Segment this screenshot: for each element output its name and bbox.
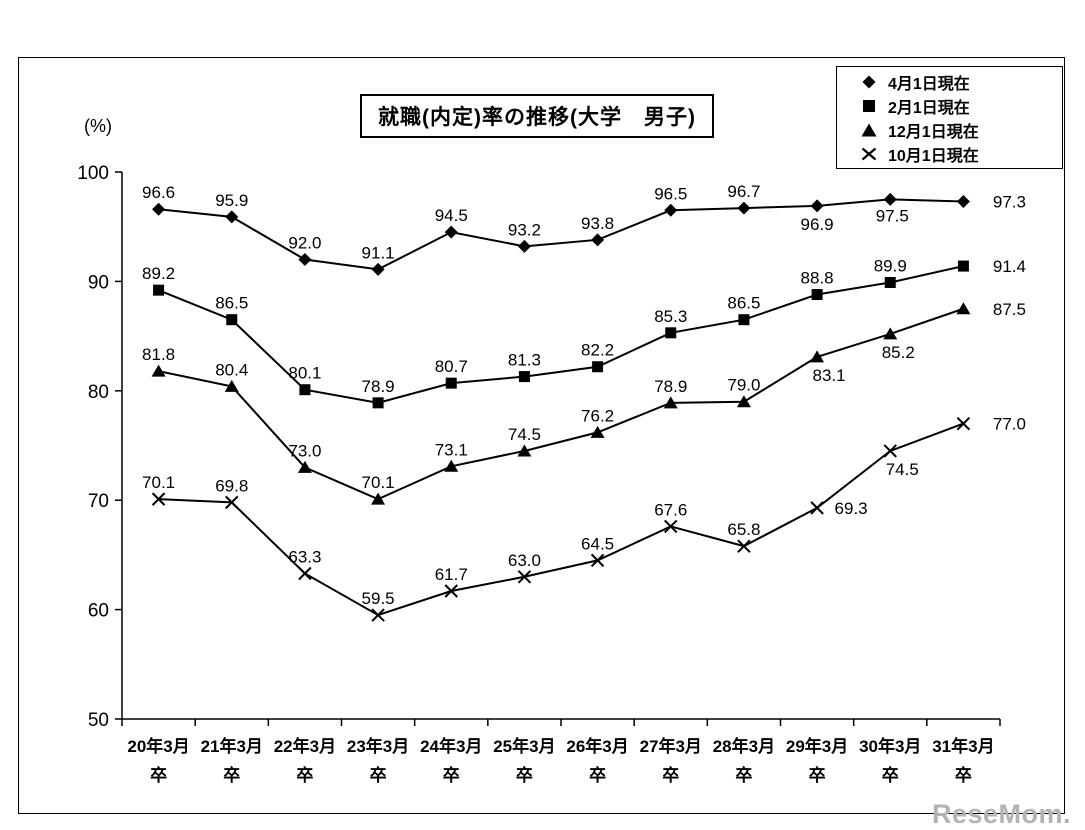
svg-text:85.3: 85.3: [654, 307, 687, 326]
legend-label: 2月1日現在: [888, 100, 970, 117]
svg-text:97.5: 97.5: [876, 206, 909, 225]
svg-text:30年3月: 30年3月: [859, 736, 921, 756]
svg-text:卒: 卒: [735, 765, 752, 785]
svg-text:96.5: 96.5: [654, 184, 687, 203]
svg-text:70: 70: [88, 491, 109, 512]
svg-text:88.8: 88.8: [801, 269, 834, 288]
svg-text:93.8: 93.8: [581, 214, 614, 233]
svg-text:74.5: 74.5: [508, 425, 541, 444]
svg-text:28年3月: 28年3月: [713, 736, 775, 756]
svg-text:96.7: 96.7: [727, 182, 760, 201]
svg-text:25年3月: 25年3月: [493, 736, 555, 756]
svg-text:26年3月: 26年3月: [566, 736, 628, 756]
svg-text:卒: 卒: [955, 765, 972, 785]
svg-text:79.0: 79.0: [727, 376, 760, 395]
svg-text:卒: 卒: [516, 765, 533, 785]
svg-text:27年3月: 27年3月: [640, 736, 702, 756]
svg-text:63.0: 63.0: [508, 551, 541, 570]
svg-text:67.6: 67.6: [654, 500, 687, 519]
svg-text:80.1: 80.1: [288, 364, 321, 383]
svg-text:82.2: 82.2: [581, 341, 614, 360]
legend-item-february: 2月1日現在: [859, 94, 1058, 118]
svg-text:78.9: 78.9: [362, 377, 395, 396]
svg-text:86.5: 86.5: [727, 294, 760, 313]
svg-text:81.8: 81.8: [142, 345, 175, 364]
svg-text:90: 90: [88, 272, 109, 293]
triangle-marker-icon: [859, 122, 879, 138]
svg-text:91.4: 91.4: [993, 257, 1026, 276]
svg-text:卒: 卒: [223, 765, 240, 785]
diamond-marker-icon: [859, 74, 879, 90]
svg-text:87.5: 87.5: [993, 300, 1026, 319]
svg-text:23年3月: 23年3月: [347, 736, 409, 756]
svg-text:卒: 卒: [662, 765, 679, 785]
svg-text:69.8: 69.8: [215, 476, 248, 495]
svg-text:65.8: 65.8: [727, 520, 760, 539]
svg-text:69.3: 69.3: [835, 499, 868, 518]
svg-text:50: 50: [88, 710, 109, 731]
svg-text:77.0: 77.0: [993, 415, 1026, 434]
svg-text:80: 80: [88, 382, 109, 403]
chart-title: 就職(内定)率の推移(大学 男子): [360, 94, 714, 138]
svg-text:74.5: 74.5: [886, 460, 919, 479]
svg-text:83.1: 83.1: [813, 366, 846, 385]
svg-text:100: 100: [77, 163, 109, 184]
legend-item-december: 12月1日現在: [859, 118, 1058, 142]
svg-text:卒: 卒: [296, 765, 313, 785]
svg-text:卒: 卒: [589, 765, 606, 785]
svg-text:73.1: 73.1: [435, 440, 468, 459]
svg-text:卒: 卒: [443, 765, 460, 785]
legend-label: 12月1日現在: [888, 124, 979, 141]
svg-text:80.4: 80.4: [215, 360, 248, 379]
legend-label: 4月1日現在: [888, 76, 970, 93]
svg-text:卒: 卒: [809, 765, 826, 785]
square-marker-icon: [859, 98, 879, 114]
resemom-watermark: ReseMom.: [931, 799, 1071, 829]
svg-text:95.9: 95.9: [215, 191, 248, 210]
svg-text:70.1: 70.1: [362, 473, 395, 492]
svg-text:91.1: 91.1: [362, 243, 395, 262]
svg-text:64.5: 64.5: [581, 534, 614, 553]
svg-text:93.2: 93.2: [508, 220, 541, 239]
svg-text:20年3月: 20年3月: [127, 736, 189, 756]
chart-frame: [18, 57, 1065, 814]
svg-text:31年3月: 31年3月: [932, 736, 994, 756]
y-axis-unit-label: (%): [84, 116, 112, 136]
svg-text:80.7: 80.7: [435, 357, 468, 376]
svg-text:60: 60: [88, 601, 109, 622]
svg-text:卒: 卒: [370, 765, 387, 785]
svg-text:61.7: 61.7: [435, 565, 468, 584]
svg-text:89.9: 89.9: [874, 256, 907, 275]
legend-box: 4月1日現在 2月1日現在 12月1日現在 10月1日現在: [836, 66, 1063, 169]
svg-text:97.3: 97.3: [993, 193, 1026, 212]
svg-text:63.3: 63.3: [288, 547, 321, 566]
svg-text:70.1: 70.1: [142, 473, 175, 492]
svg-text:卒: 卒: [150, 765, 167, 785]
svg-text:94.5: 94.5: [435, 206, 468, 225]
svg-text:78.9: 78.9: [654, 377, 687, 396]
svg-text:76.2: 76.2: [581, 406, 614, 425]
svg-text:81.3: 81.3: [508, 351, 541, 370]
svg-text:24年3月: 24年3月: [420, 736, 482, 756]
svg-text:92.0: 92.0: [288, 234, 321, 253]
svg-text:59.5: 59.5: [362, 589, 395, 608]
legend-label: 10月1日現在: [888, 148, 979, 165]
svg-text:卒: 卒: [882, 765, 899, 785]
legend-item-october: 10月1日現在: [859, 142, 1058, 166]
svg-text:96.9: 96.9: [801, 215, 834, 234]
svg-text:89.2: 89.2: [142, 264, 175, 283]
legend-item-april: 4月1日現在: [859, 70, 1058, 94]
svg-text:21年3月: 21年3月: [201, 736, 263, 756]
svg-text:22年3月: 22年3月: [274, 736, 336, 756]
svg-text:29年3月: 29年3月: [786, 736, 848, 756]
x-marker-icon: [859, 146, 879, 162]
svg-text:85.2: 85.2: [882, 343, 915, 362]
svg-text:96.6: 96.6: [142, 183, 175, 202]
svg-text:86.5: 86.5: [215, 294, 248, 313]
svg-text:73.0: 73.0: [288, 441, 321, 460]
